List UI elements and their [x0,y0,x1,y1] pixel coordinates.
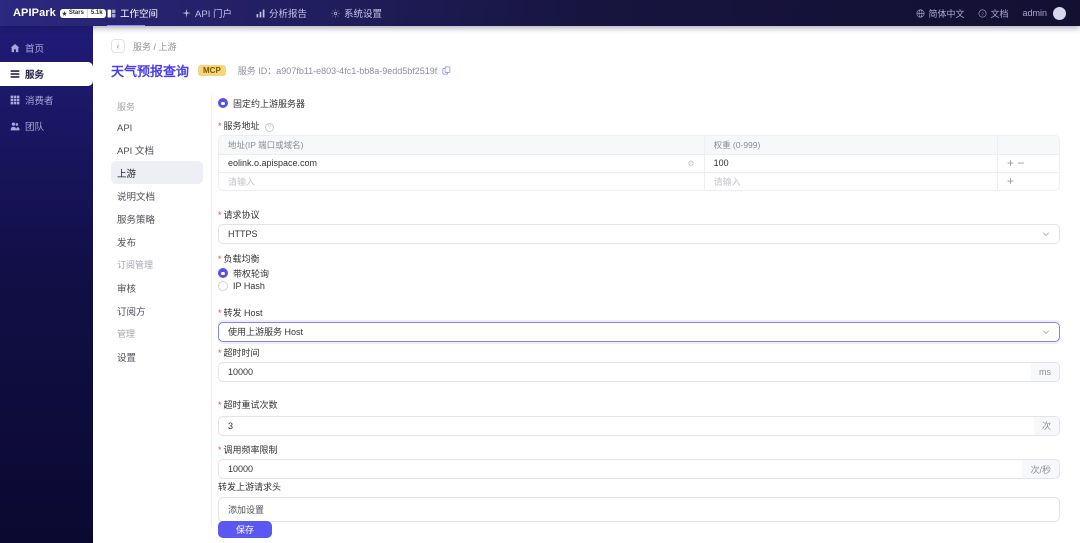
svg-text:?: ? [982,11,985,16]
